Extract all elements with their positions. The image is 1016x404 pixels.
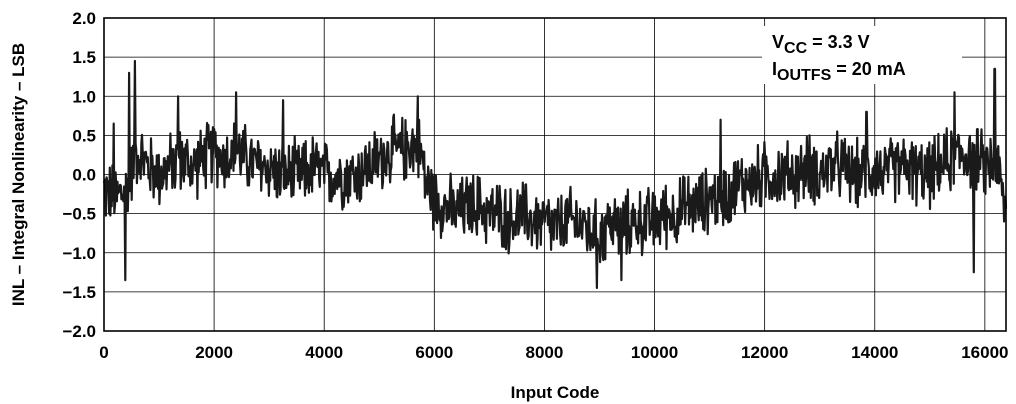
annotation-ioutfs-rest: = 20 mA — [831, 59, 906, 79]
annotation-ioutfs: IOUTFS = 20 mA — [772, 59, 906, 84]
annotation-ioutfs-main: I — [772, 59, 777, 79]
x-tick-label: 10000 — [631, 343, 678, 362]
y-tick-label: 1.0 — [72, 87, 96, 106]
annotation-ioutfs-sub: OUTFS — [777, 67, 832, 84]
x-tick-label: 2000 — [195, 343, 233, 362]
x-tick-label: 6000 — [415, 343, 453, 362]
x-tick-label: 0 — [99, 343, 108, 362]
annotation-vcc-sub: CC — [784, 40, 808, 57]
x-tick-label: 8000 — [526, 343, 564, 362]
y-tick-label: −1.5 — [62, 283, 96, 302]
inl-series-line — [102, 59, 1008, 290]
annotation-vcc-main: V — [772, 32, 784, 52]
y-tick-labels: 2.0 1.5 1.0 0.5 0.0 −0.5 −1.0 −1.5 −2.0 — [62, 9, 96, 341]
y-tick-label: 1.5 — [72, 48, 96, 67]
plot-frame — [103, 17, 1007, 332]
y-tick-label: −0.5 — [62, 205, 96, 224]
x-tick-label: 14000 — [851, 343, 898, 362]
y-tick-label: −2.0 — [62, 322, 96, 341]
x-axis-label: Input Code — [511, 383, 600, 402]
annotation-vcc: VCC = 3.3 V — [772, 32, 870, 57]
y-axis-label: INL – Integral Nonlinearity – LSB — [9, 43, 28, 306]
y-tick-label: 0.0 — [72, 166, 96, 185]
x-tick-label: 16000 — [961, 343, 1008, 362]
x-tick-labels: 0 2000 4000 6000 8000 10000 12000 14000 16000 — [99, 343, 1008, 362]
y-tick-label: 2.0 — [72, 9, 96, 28]
x-tick-label: 12000 — [741, 343, 788, 362]
annotation-background — [762, 26, 962, 84]
annotation-vcc-rest: = 3.3 V — [807, 32, 870, 52]
series-group — [102, 59, 1008, 290]
y-tick-label: 0.5 — [72, 126, 96, 145]
y-tick-label: −1.0 — [62, 244, 96, 263]
x-tick-label: 4000 — [305, 343, 343, 362]
